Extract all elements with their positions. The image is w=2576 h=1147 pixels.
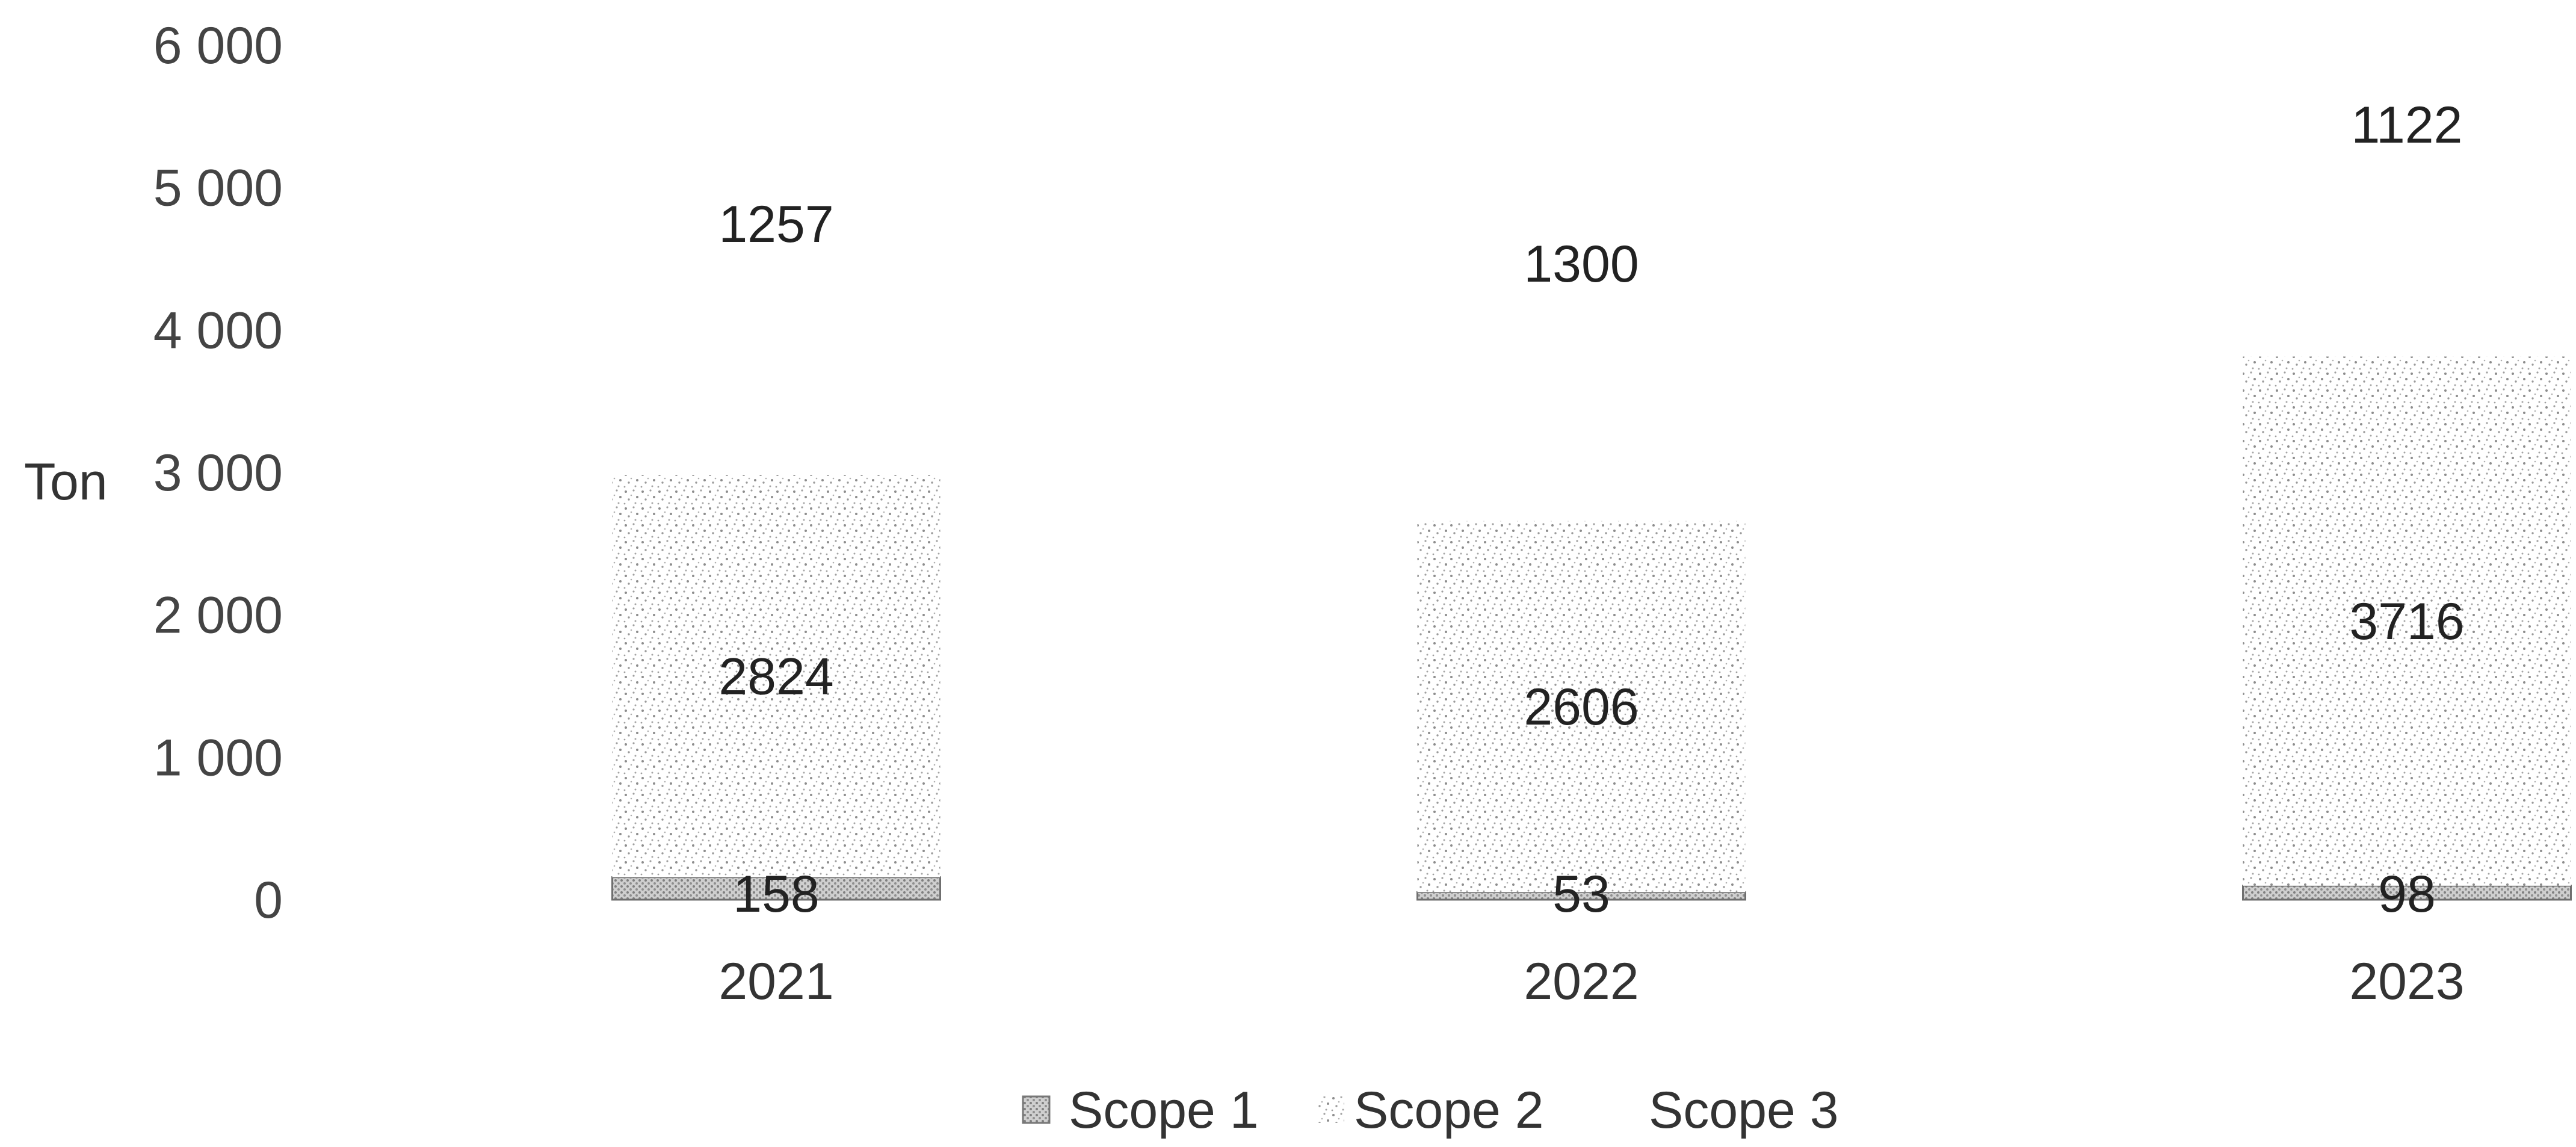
data-label-scope-1-2022: 53 xyxy=(1552,865,1610,923)
y-tick-label: 0 xyxy=(254,871,283,929)
legend-swatch-scope-3 xyxy=(1613,1096,1639,1123)
y-tick-label: 3 000 xyxy=(153,444,283,502)
legend-label-scope-3: Scope 3 xyxy=(1649,1081,1839,1139)
data-label-scope-3-2021: 1257 xyxy=(718,196,833,253)
bar-scope-2-2021 xyxy=(612,475,941,877)
legend-label-scope-1: Scope 1 xyxy=(1069,1081,1259,1139)
y-tick-label: 6 000 xyxy=(153,17,283,75)
y-tick-label: 2 000 xyxy=(153,587,283,645)
bar-scope-3-2022 xyxy=(1417,336,1746,521)
bar-scope-3-2021 xyxy=(612,295,941,475)
bar-scope-3-2023 xyxy=(2243,196,2571,357)
legend-swatch-scope-1 xyxy=(1022,1095,1051,1124)
y-axis-ticks: 0 1 000 2 000 3 000 4 000 5 000 6 000 xyxy=(153,17,283,929)
bar-scope-2-2022 xyxy=(1417,521,1746,892)
bars xyxy=(611,196,2572,901)
data-label-scope-2-2021: 2824 xyxy=(718,648,833,705)
bar-scope-2-2023 xyxy=(2243,356,2571,886)
category-labels: 2021 2022 2023 xyxy=(718,953,2464,1010)
data-label-scope-1-2023: 98 xyxy=(2378,865,2436,923)
data-label-scope-3-2022: 1300 xyxy=(1524,235,1639,293)
data-label-scope-3-2023: 1122 xyxy=(2352,96,2463,154)
bar-scope-1-2021 xyxy=(611,876,941,901)
legend: Scope 1 Scope 2 Scope 3 xyxy=(1022,1081,1839,1139)
y-tick-label: 1 000 xyxy=(153,729,283,787)
category-label-2023: 2023 xyxy=(2349,953,2464,1010)
y-tick-label: 5 000 xyxy=(153,159,283,217)
y-axis-title: Ton xyxy=(24,453,108,511)
data-labels: 158 2824 1257 53 2606 1300 98 3716 1122 xyxy=(718,96,2464,923)
data-label-scope-2-2023: 3716 xyxy=(2349,593,2464,651)
data-label-scope-2-2022: 2606 xyxy=(1524,678,1639,736)
legend-label-scope-2: Scope 2 xyxy=(1354,1081,1544,1139)
category-label-2022: 2022 xyxy=(1524,953,1639,1010)
legend-swatch-scope-2 xyxy=(1318,1096,1344,1123)
data-label-scope-1-2021: 158 xyxy=(733,865,820,923)
category-label-2021: 2021 xyxy=(718,953,833,1010)
y-tick-label: 4 000 xyxy=(153,301,283,359)
